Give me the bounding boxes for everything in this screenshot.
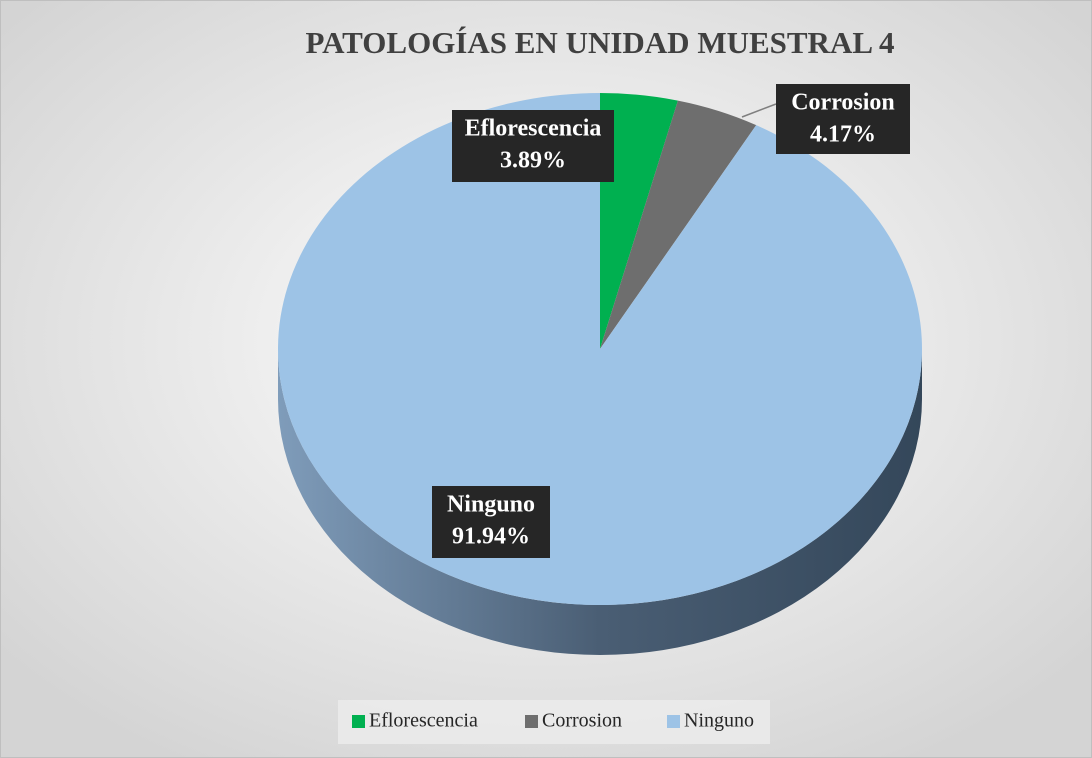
legend-label: Ninguno [684,710,754,732]
legend-swatch [352,715,365,728]
legend-background [338,700,770,744]
data-label-name: Ninguno [447,492,535,518]
data-label-box [776,84,910,154]
data-label-value: 3.89% [500,148,566,174]
data-label-box [432,486,550,558]
data-label-name: Eflorescencia [465,116,602,142]
pie-slice [277,93,922,606]
pie-slice [600,93,678,349]
pie-side [278,349,922,655]
data-label-box [452,110,614,182]
legend-swatch [667,715,680,728]
legend-swatch [525,715,538,728]
leader-line [741,103,777,118]
data-label-name: Corrosion [791,90,895,116]
legend-label: Eflorescencia [369,710,478,732]
pie-slice [600,100,757,350]
chart-title: PATOLOGÍAS EN UNIDAD MUESTRAL 4 [305,25,894,60]
data-label-value: 91.94% [452,524,530,550]
legend-label: Corrosion [542,710,622,732]
data-label-value: 4.17% [810,122,876,148]
